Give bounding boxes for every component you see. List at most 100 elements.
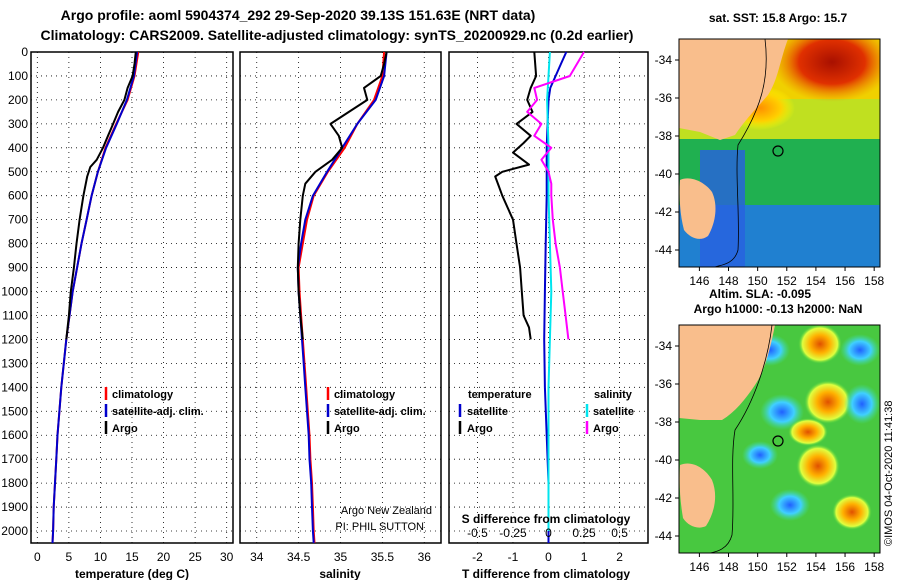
sla-eddy-high-5 (832, 494, 872, 530)
depth-tick-label: 600 (8, 189, 28, 203)
lon-tick-label: 148 (719, 274, 739, 288)
depth-tick-label: 300 (8, 117, 28, 131)
x-tick-label: 15 (125, 550, 139, 564)
lon-tick-label: 146 (689, 560, 709, 574)
x-tick-label: 20 (157, 550, 171, 564)
temperature-argo-line (65, 51, 137, 340)
lat-tick-label: -38 (655, 129, 673, 143)
depth-axis: 0 100 200 300 400 500 600 700 800 900 1000 1100 1200… (1, 45, 28, 538)
x-tick-label: 1 (581, 550, 588, 564)
dotted-grid (31, 51, 648, 543)
sla-eddy-high-4 (796, 444, 840, 488)
title-line1: Argo profile: aoml 5904374_292 29-Sep-20… (61, 7, 536, 23)
legend-t-argo-label: Argo (467, 423, 493, 435)
s-tick-label: 0 (545, 526, 552, 540)
depth-tick-label: 800 (8, 237, 28, 251)
pi-credit: PI: PHIL SUTTON (335, 521, 424, 533)
s-tick-label: 0.5 (611, 526, 628, 540)
x-tick-label: 35.5 (371, 550, 395, 564)
depth-tick-label: 900 (8, 261, 28, 275)
title-line2: Climatology: CARS2009. Satellite-adjuste… (41, 27, 634, 43)
x-tick-label: 30 (220, 550, 234, 564)
argo-position-marker (772, 145, 784, 157)
depth-tick-label: 1800 (1, 476, 28, 490)
depth-tick-label: 500 (8, 165, 28, 179)
x-tick-label: 36 (418, 550, 432, 564)
float-credit: Argo New Zealand (341, 505, 432, 517)
sla-map (679, 325, 880, 553)
depth-tick-label: 2000 (1, 524, 28, 538)
difference-legend: temperature salinity satellite Argo sate… (458, 389, 634, 435)
depth-tick-label: 100 (8, 69, 28, 83)
lat-tick-label: -44 (655, 243, 673, 257)
sst-map-frame (678, 38, 881, 268)
sla-eddy-low-3 (760, 394, 804, 430)
x-tick-label: 35 (334, 550, 348, 564)
lon-tick-label: 154 (806, 560, 826, 574)
map-bottom-title-2: Argo h1000: -0.13 h2000: NaN (694, 302, 863, 316)
legend-argo-label: Argo (334, 423, 360, 435)
x-tick-label: -2 (472, 550, 483, 564)
depth-tick-label: 1400 (1, 380, 28, 394)
lat-tick-label: -40 (655, 167, 673, 181)
x-axis-ticks: 0 5 10 15 20 25 30 34 34.5 35 35.5 36 -2 -1 0 1 2 -0.5 -0.… (34, 526, 628, 564)
mainland-australia (679, 39, 788, 140)
imos-stamp: ©IMOS 04-Oct-2020 11:41:38 (883, 401, 895, 546)
tasmania (679, 178, 716, 239)
x-tick-label: 2 (616, 550, 623, 564)
difference-s-satellite-line (546, 51, 553, 531)
lat-tick-label: -40 (655, 453, 673, 467)
depth-tick-label: 1900 (1, 500, 28, 514)
lon-tick-label: 156 (835, 274, 855, 288)
lon-tick-label: 154 (806, 274, 826, 288)
x-tick-label: 0 (545, 550, 552, 564)
salinity-satellite-adj-clim--line (296, 51, 388, 544)
legend-satellite-label: satellite-adj. clim. (112, 406, 204, 418)
s-tick-label: -0.25 (499, 526, 527, 540)
depth-tick-label: 1000 (1, 285, 28, 299)
x-tick-label: 25 (188, 550, 202, 564)
sst-map (679, 39, 880, 267)
depth-tick-label: 200 (8, 93, 28, 107)
depth-tick-label: 400 (8, 141, 28, 155)
difference-t-argo-line (494, 51, 538, 340)
depth-tick-label: 0 (21, 45, 28, 59)
sla-eddy-low-5 (742, 441, 778, 469)
depth-tick-label: 1100 (2, 308, 28, 322)
lon-tick-label: 158 (864, 560, 884, 574)
argo-position-marker (772, 435, 784, 447)
lon-tick-label: 158 (864, 274, 884, 288)
temperature-satellite-adj-clim--line (51, 51, 139, 544)
map-top-title: sat. SST: 15.8 Argo: 15.7 (709, 11, 848, 25)
legend-satellite-label: satellite-adj. clim. (334, 406, 426, 418)
legend-climatology-label: climatology (112, 389, 174, 401)
lon-tick-label: 148 (719, 560, 739, 574)
depth-tick-label: 1600 (1, 428, 28, 442)
lat-tick-label: -42 (655, 205, 673, 219)
lon-tick-label: 156 (835, 560, 855, 574)
x-tick-label: 10 (94, 550, 108, 564)
lat-tick-label: -34 (655, 339, 673, 353)
legend-temperature-heading: temperature (468, 389, 532, 401)
lat-tick-label: -38 (655, 415, 673, 429)
s-tick-label: -0.5 (467, 526, 488, 540)
legend-s-satellite-label: satellite (593, 406, 634, 418)
lat-tick-label: -36 (655, 91, 673, 105)
sla-eddy-high-1 (798, 325, 842, 364)
legend-s-argo-label: Argo (593, 423, 619, 435)
depth-tick-label: 1700 (1, 452, 28, 466)
mainland-australia (679, 325, 775, 420)
map-bottom-title-1: Altim. SLA: -0.095 (709, 287, 811, 301)
sla-eddy-low-2 (840, 334, 880, 366)
legend-climatology-label: climatology (334, 389, 396, 401)
profile-series (51, 51, 585, 544)
lon-tick-label: 152 (777, 560, 797, 574)
sla-eddy-low-4 (844, 384, 880, 424)
sst-map-ticks: -34 -36 -38 -40 -42 -44 146 148 150 152 154 156 158 (655, 53, 885, 288)
depth-tick-label: 1500 (1, 404, 28, 418)
x-tick-label: -1 (508, 550, 519, 564)
t-difference-axis-label: T difference from climatology (462, 567, 630, 580)
x-tick-label: 5 (66, 550, 73, 564)
legend-t-satellite-label: satellite (467, 406, 508, 418)
